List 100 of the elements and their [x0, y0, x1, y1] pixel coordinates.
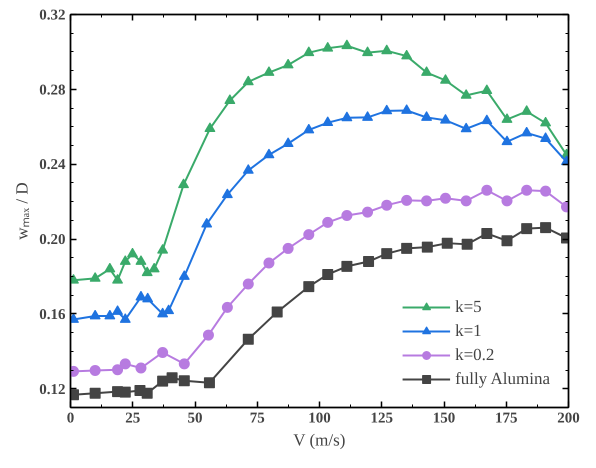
point: [204, 122, 216, 132]
point: [142, 266, 153, 276]
point: [322, 116, 334, 126]
point: [90, 364, 101, 376]
point: [460, 89, 472, 99]
y-tick-label: 0.32: [39, 8, 66, 24]
legend-label: k=1: [455, 321, 482, 341]
point: [401, 50, 412, 60]
x-tick-label: 75: [250, 410, 265, 426]
point: [90, 388, 101, 399]
x-tick-label: 150: [432, 410, 456, 426]
point: [224, 94, 236, 104]
point: [540, 186, 552, 197]
point: [362, 206, 374, 218]
y-tick-label: 0.20: [39, 232, 66, 248]
point: [341, 39, 352, 50]
point: [481, 184, 492, 196]
y-axis-title: wₘₐₓ / D: [12, 182, 32, 240]
point: [178, 375, 190, 386]
point: [521, 105, 532, 115]
legend-label: k=0.2: [455, 345, 494, 365]
point: [112, 364, 124, 376]
point: [90, 272, 101, 282]
point: [242, 334, 254, 345]
y-tick-label: 0.24: [39, 157, 66, 174]
point: [242, 164, 254, 174]
point: [263, 258, 274, 269]
point: [481, 114, 492, 124]
legend-label: k=5: [455, 297, 482, 317]
point: [341, 210, 352, 221]
point: [112, 274, 124, 284]
point: [163, 304, 174, 314]
point: [521, 184, 532, 196]
point: [481, 228, 492, 239]
x-tick-label: 50: [188, 410, 202, 426]
point: [157, 308, 168, 318]
point: [322, 268, 334, 280]
point: [157, 376, 168, 387]
point: [242, 76, 254, 86]
point: [204, 377, 215, 388]
point: [421, 66, 432, 76]
point: [303, 124, 314, 134]
point: [381, 104, 392, 114]
point: [242, 278, 254, 290]
x-tick-label: 100: [308, 410, 331, 426]
point: [422, 242, 433, 253]
point: [481, 84, 492, 94]
point: [178, 178, 190, 188]
point: [148, 262, 160, 272]
x-axis-title: V (m/s): [293, 430, 346, 450]
point: [501, 135, 512, 146]
legend-label: fully Alumina: [455, 369, 550, 389]
point: [120, 358, 131, 370]
point: [303, 46, 314, 56]
point: [222, 188, 233, 198]
point: [501, 195, 512, 206]
point: [127, 248, 138, 258]
y-tick-label: 0.28: [39, 82, 66, 98]
point: [135, 362, 146, 374]
x-tick-label: 175: [495, 410, 518, 426]
point: [303, 281, 314, 292]
point: [322, 216, 334, 228]
point: [157, 346, 168, 358]
point: [322, 42, 334, 52]
point: [135, 255, 146, 265]
x-tick-label: 0: [66, 410, 74, 426]
point: [90, 310, 101, 320]
point: [501, 235, 512, 246]
point: [401, 194, 412, 206]
y-tick-label: 0.12: [39, 382, 66, 398]
point: [120, 386, 131, 398]
point: [540, 222, 552, 234]
point: [401, 242, 412, 254]
point: [341, 112, 352, 122]
point: [362, 46, 374, 56]
point: [120, 313, 131, 323]
point: [142, 292, 154, 302]
point: [460, 122, 472, 132]
point: [263, 66, 274, 76]
point: [263, 148, 274, 158]
point: [381, 200, 392, 211]
point: [521, 223, 532, 234]
point: [282, 58, 294, 68]
x-tick-label: 125: [370, 410, 393, 426]
point: [521, 126, 532, 136]
point: [540, 132, 552, 142]
point: [104, 262, 116, 272]
point: [222, 302, 233, 313]
point: [421, 111, 432, 121]
point: [381, 248, 392, 260]
point: [112, 305, 124, 315]
point: [501, 113, 512, 123]
point: [135, 290, 146, 300]
point: [282, 242, 294, 254]
point: [442, 238, 453, 249]
x-tick-label: 200: [557, 410, 580, 426]
point: [341, 260, 352, 272]
point: [540, 116, 552, 126]
point: [401, 104, 412, 114]
point: [157, 244, 168, 254]
